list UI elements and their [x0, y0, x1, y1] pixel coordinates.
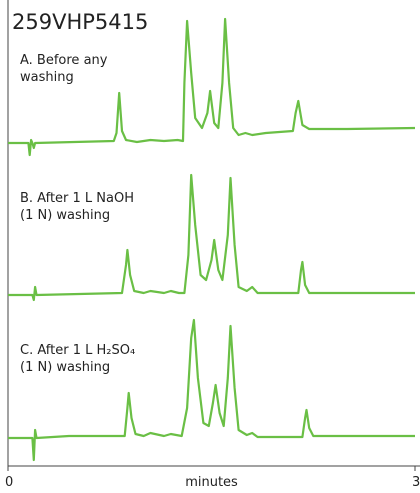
trace: [8, 318, 415, 462]
trace-label: B. After 1 L NaOH (1 N) washing: [20, 191, 135, 223]
x-tick-label: 0: [5, 475, 13, 490]
x-tick-label: 30: [412, 475, 420, 490]
figure-title: 259VHP5415: [12, 10, 149, 34]
trace-label: A. Before any washing: [20, 53, 108, 85]
x-axis-label: minutes: [185, 475, 238, 490]
trace-label: C. After 1 L H₂SO₄ (1 N) washing: [20, 343, 136, 375]
trace: [8, 173, 415, 302]
trace: [8, 17, 416, 157]
